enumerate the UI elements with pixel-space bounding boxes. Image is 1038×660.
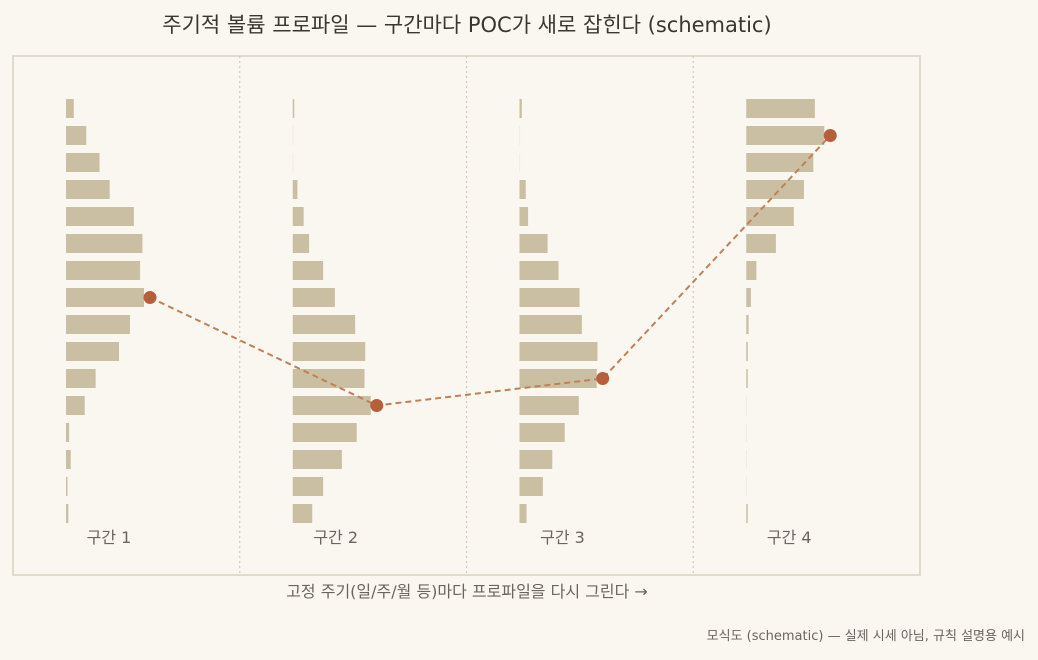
volume-bar xyxy=(746,207,794,226)
volume-bar xyxy=(519,369,597,388)
volume-bar xyxy=(292,153,294,172)
volume-bar xyxy=(292,477,324,496)
volume-bar xyxy=(519,234,548,253)
volume-bar xyxy=(292,288,335,307)
volume-bar xyxy=(519,153,521,172)
volume-bar xyxy=(66,396,85,415)
poc-marker xyxy=(143,291,157,304)
volume-bar xyxy=(66,288,144,307)
volume-bar xyxy=(292,504,313,523)
volume-bar xyxy=(746,315,749,334)
period-label: 구간 3 xyxy=(540,528,585,547)
volume-bar xyxy=(519,342,598,361)
volume-bar xyxy=(292,207,304,226)
volume-bar xyxy=(746,288,751,307)
volume-bar xyxy=(746,396,747,415)
poc-marker xyxy=(370,399,384,412)
volume-bar xyxy=(66,477,68,496)
volume-bar xyxy=(519,396,579,415)
volume-bar xyxy=(66,99,74,118)
volume-bar xyxy=(292,234,310,253)
volume-bar xyxy=(746,369,748,388)
volume-bar xyxy=(66,180,110,199)
volume-bar xyxy=(66,342,120,361)
period-labels: 구간 1 구간 2 구간 3 구간 4 xyxy=(87,528,812,547)
volume-bar xyxy=(519,99,522,118)
period-label: 구간 2 xyxy=(313,528,358,547)
volume-bar xyxy=(292,423,357,442)
period-label: 구간 1 xyxy=(87,528,132,547)
volume-bar xyxy=(66,369,96,388)
volume-bar xyxy=(66,261,141,280)
volume-bar xyxy=(746,234,776,253)
volume-bar xyxy=(292,261,324,280)
volume-bar xyxy=(746,450,747,469)
volume-bar xyxy=(292,369,365,388)
volume-bar xyxy=(519,450,553,469)
volume-bar xyxy=(66,153,100,172)
volume-bar xyxy=(519,315,582,334)
volume-bar xyxy=(746,153,814,172)
volume-bar xyxy=(292,126,294,145)
x-axis-label: 고정 주기(일/주/월 등)마다 프로파일을 다시 그린다 → xyxy=(286,582,648,601)
volume-bar xyxy=(66,450,71,469)
chart-title: 주기적 볼륨 프로파일 — 구간마다 POC가 새로 잡힌다 (schemati… xyxy=(162,13,771,37)
volume-bar xyxy=(66,234,143,253)
volume-bar xyxy=(292,342,366,361)
volume-bar xyxy=(292,99,295,118)
volume-bar xyxy=(746,126,825,145)
volume-bar xyxy=(519,504,527,523)
volume-bar xyxy=(292,315,356,334)
volume-bar xyxy=(66,126,87,145)
volume-bar xyxy=(746,180,804,199)
volume-bar xyxy=(292,450,342,469)
volume-bar xyxy=(519,180,526,199)
volume-bar xyxy=(66,423,70,442)
volume-bar xyxy=(519,477,543,496)
volume-bar xyxy=(292,180,298,199)
poc-marker xyxy=(596,372,610,385)
volume-bar xyxy=(746,423,747,442)
poc-marker xyxy=(823,129,837,142)
volume-bar xyxy=(746,99,815,118)
volume-bar xyxy=(519,207,529,226)
volume-bar xyxy=(746,477,747,496)
poc-connector-line xyxy=(149,134,832,407)
volume-bar xyxy=(519,423,565,442)
period-dividers xyxy=(239,56,694,575)
volume-bar xyxy=(292,396,371,415)
volume-bar xyxy=(66,504,69,523)
volume-bar xyxy=(66,207,134,226)
volume-bar xyxy=(66,315,130,334)
volume-bars xyxy=(66,99,825,523)
volume-bar xyxy=(519,288,580,307)
footnote: 모식도 (schematic) — 실제 시세 아님, 규칙 설명용 예시 xyxy=(707,629,1025,644)
volume-bar xyxy=(746,342,748,361)
volume-bar xyxy=(519,261,559,280)
volume-bar xyxy=(746,261,757,280)
volume-bar xyxy=(746,504,748,523)
period-label: 구간 4 xyxy=(767,528,812,547)
volume-bar xyxy=(519,126,521,145)
poc-markers xyxy=(143,129,837,412)
